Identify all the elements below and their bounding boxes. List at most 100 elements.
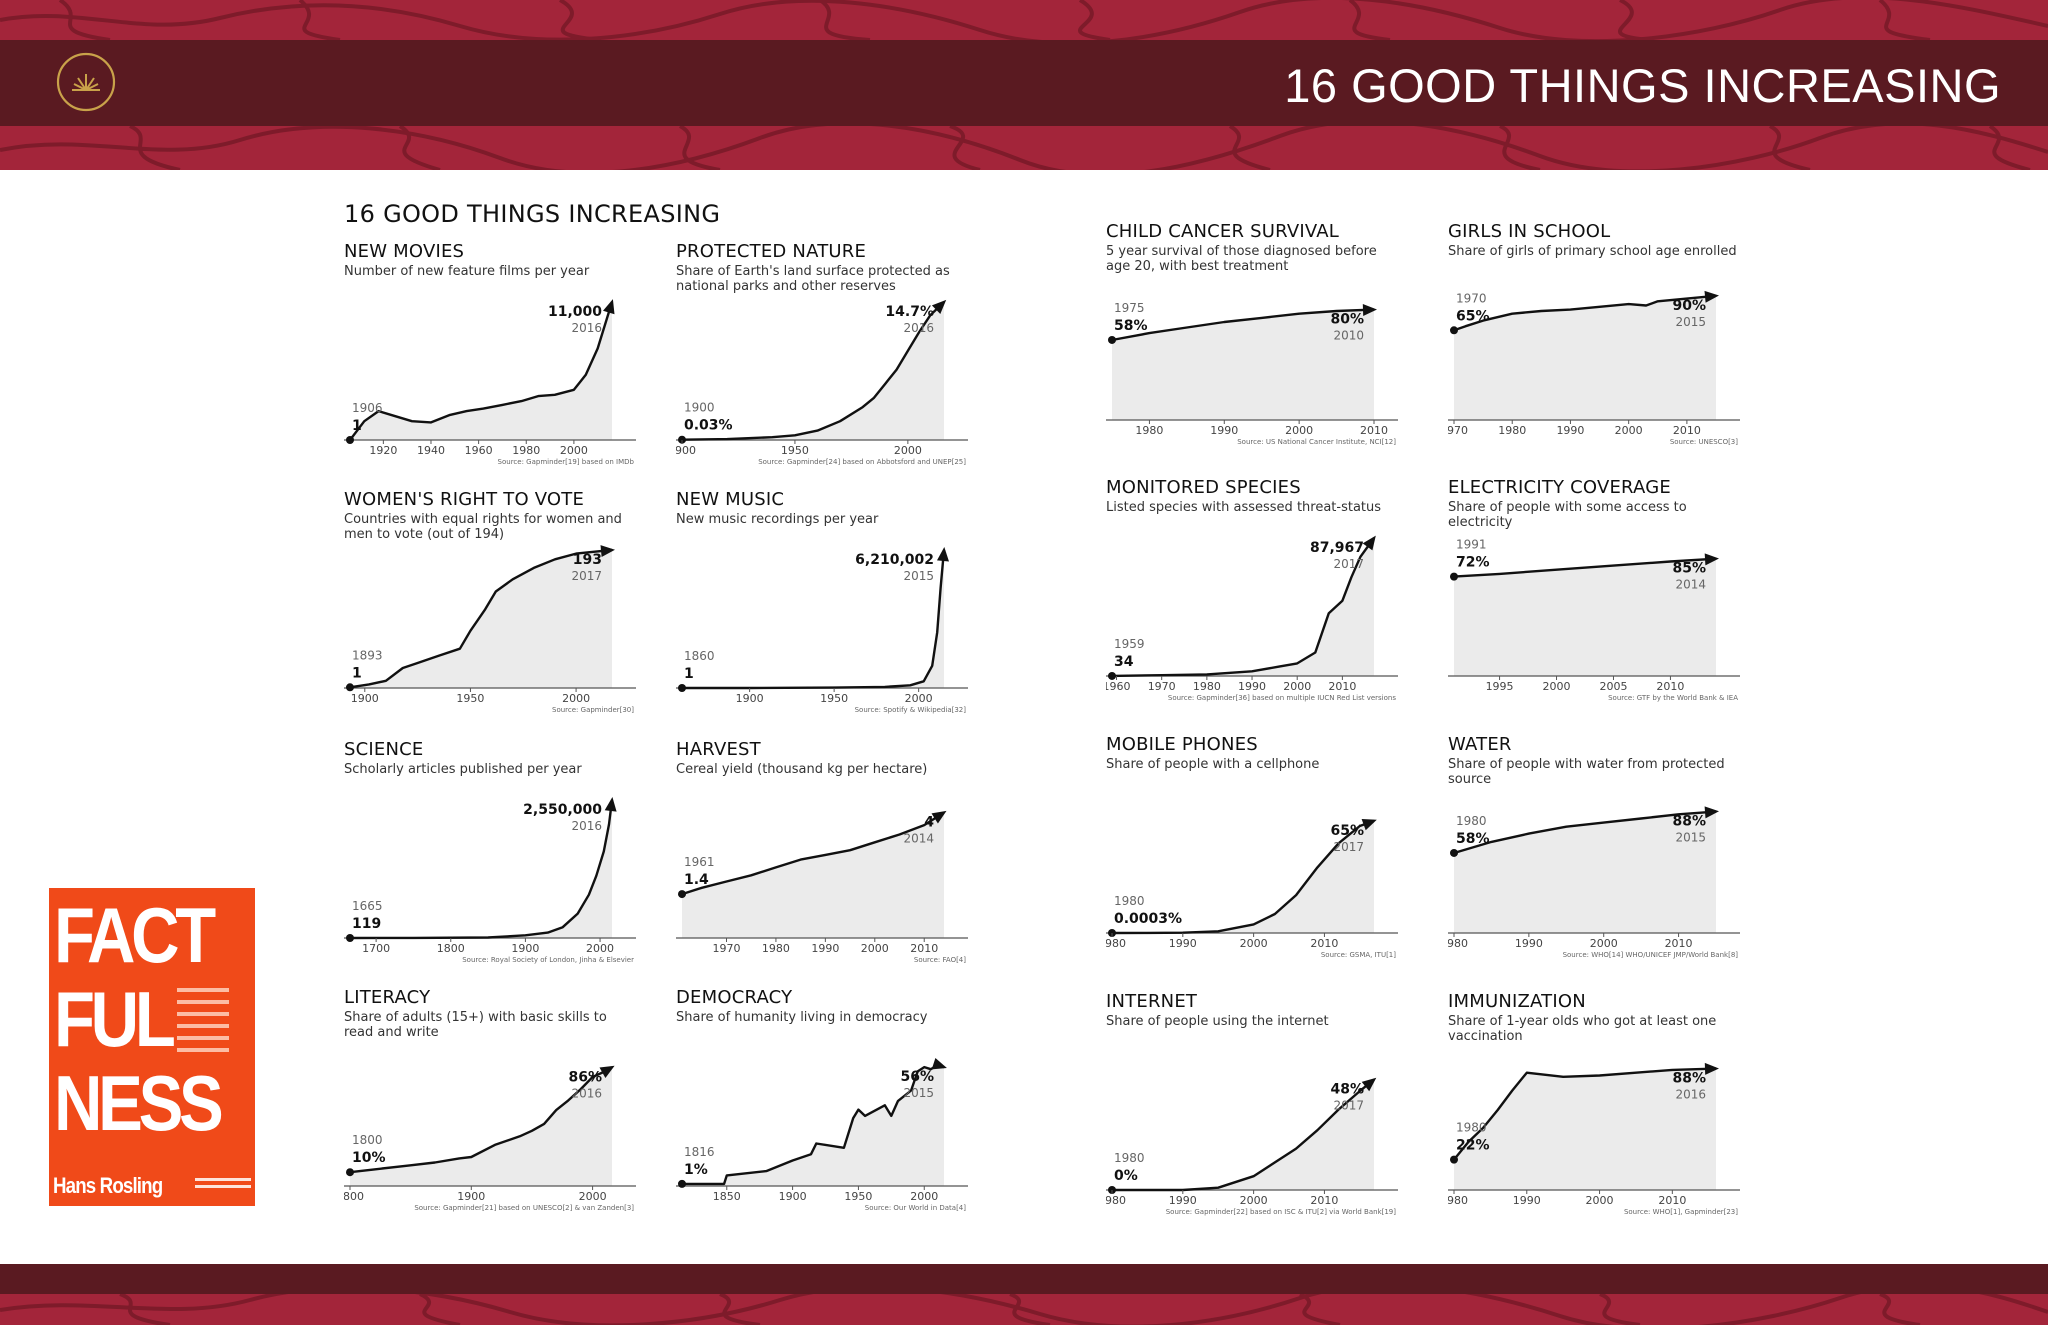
- start-value-label: 65%: [1456, 308, 1490, 324]
- end-year-label: 2017: [571, 569, 602, 583]
- end-value-label: 85%: [1672, 561, 1706, 577]
- start-point: [346, 1168, 354, 1177]
- start-point: [678, 890, 686, 899]
- tick-label: 1980: [1135, 424, 1163, 437]
- chart-source: Source: UNESCO[3]: [1670, 438, 1738, 446]
- end-year-label: 2016: [571, 819, 602, 833]
- start-year-label: 1961: [684, 855, 715, 869]
- start-year-label: 1991: [1456, 538, 1487, 552]
- chart-source: Source: Gapminder[22] based on ISC & ITU…: [1166, 1208, 1397, 1216]
- chart-source: Source: WHO[14] WHO/UNICEF JMP/World Ban…: [1563, 951, 1739, 959]
- area-fill: [682, 812, 944, 938]
- chart-electricity-coverage: ELECTRICITY COVERAGE Share of people with…: [1448, 478, 1748, 708]
- start-value-label: 10%: [352, 1150, 386, 1166]
- chart-harvest: HARVEST Cereal yield (thousand kg per hec…: [676, 740, 976, 970]
- chart-title: WOMEN'S RIGHT TO VOTE: [344, 489, 585, 510]
- start-value-label: 1%: [684, 1162, 708, 1178]
- end-year-label: 2017: [1333, 840, 1364, 854]
- tick-label: 1960: [465, 444, 493, 457]
- tick-label: 1950: [456, 692, 484, 705]
- chart-source: Source: Our World in Data[4]: [865, 1204, 966, 1212]
- end-value-label: 80%: [1330, 312, 1364, 328]
- tick-label: 1800: [437, 942, 465, 955]
- chart-subtitle: Countries with equal rights for women an…: [344, 512, 622, 542]
- end-value-label: 11,000: [548, 304, 602, 320]
- end-arrow: [931, 299, 947, 314]
- tick-label: 1990: [1513, 1194, 1541, 1207]
- series-line: [681, 811, 945, 896]
- tick-label: 1900: [457, 1190, 485, 1203]
- tick-label: 1960: [1106, 680, 1131, 693]
- start-value-label: 34: [1114, 654, 1134, 670]
- end-arrow: [931, 1058, 947, 1070]
- end-arrow: [1704, 553, 1719, 566]
- series-line: [1453, 1067, 1717, 1161]
- start-value-label: 119: [352, 916, 381, 932]
- chart-title: MONITORED SPECIES: [1106, 477, 1301, 498]
- start-value-label: 58%: [1456, 831, 1490, 847]
- chart-science: SCIENCE Scholarly articles published per …: [344, 740, 644, 970]
- chart-source: Source: Gapminder[21] based on UNESCO[2]…: [414, 1204, 634, 1212]
- end-year-label: 2016: [571, 321, 602, 335]
- chart-subtitle: Share of adults (15+) with basic skills …: [344, 1010, 607, 1040]
- tick-label: 2010: [1310, 937, 1338, 950]
- chart-water: WATER Share of people with water from pro…: [1448, 735, 1748, 965]
- chart-subtitle: Share of humanity living in democracy: [676, 1010, 928, 1025]
- end-value-label: 88%: [1672, 814, 1706, 830]
- end-arrow: [604, 797, 617, 812]
- chart-source: Source: WHO[1], Gapminder[23]: [1624, 1208, 1738, 1216]
- tick-label: 2000: [560, 444, 588, 457]
- area-fill: [1112, 820, 1374, 933]
- tick-label: 1980: [1193, 680, 1221, 693]
- chart-subtitle: Share of people with water from protecte…: [1448, 757, 1725, 787]
- chart-title: GIRLS IN SCHOOL: [1448, 221, 1611, 242]
- series-line: [681, 301, 945, 441]
- area-fill: [1454, 811, 1716, 933]
- tick-label: 1900: [736, 692, 764, 705]
- chart-title: INTERNET: [1106, 991, 1198, 1012]
- end-arrow: [603, 299, 615, 315]
- chart-title: HARVEST: [676, 739, 761, 760]
- chart-title: PROTECTED NATURE: [676, 241, 867, 262]
- tick-label: 1950: [820, 692, 848, 705]
- end-year-label: 2016: [571, 1086, 602, 1100]
- tick-label: 2010: [1673, 424, 1701, 437]
- tick-label: 2000: [586, 942, 614, 955]
- chart-new-music: NEW MUSIC New music recordings per year 19…: [676, 490, 976, 720]
- end-year-label: 2015: [1675, 831, 1706, 845]
- chart-subtitle: New music recordings per year: [676, 512, 879, 527]
- series-line: [349, 548, 613, 689]
- chart-girls-in-school: GIRLS IN SCHOOL Share of girls of primary…: [1448, 222, 1748, 452]
- area-fill: [1454, 295, 1716, 420]
- tick-label: 1980: [1448, 1194, 1468, 1207]
- start-point: [1108, 671, 1116, 680]
- series-line: [682, 1063, 945, 1186]
- chart-democracy: DEMOCRACY Share of humanity living in dem…: [676, 988, 976, 1218]
- chart-mobile-phones: MOBILE PHONES Share of people with a cell…: [1106, 735, 1406, 965]
- chart-subtitle: Share of people with a cellphone: [1106, 757, 1320, 772]
- chart-source: Source: Gapminder[19] based on IMDb: [498, 458, 635, 466]
- end-year-label: 2015: [903, 569, 934, 583]
- start-year-label: 1980: [1456, 1121, 1487, 1135]
- tick-label: 2000: [1240, 1194, 1268, 1207]
- tick-label: 2000: [894, 444, 922, 457]
- area-fill: [1454, 1068, 1716, 1190]
- chart-title: ELECTRICITY COVERAGE: [1448, 477, 1671, 498]
- end-arrow: [1704, 1062, 1719, 1075]
- tick-label: 1800: [344, 1190, 364, 1203]
- start-point: [1450, 326, 1458, 335]
- end-year-label: 2015: [903, 1086, 934, 1100]
- tick-label: 1850: [713, 1190, 741, 1203]
- start-point: [346, 933, 354, 942]
- start-year-label: 1959: [1114, 637, 1145, 651]
- chart-protected-nature: PROTECTED NATURE Share of Earth's land su…: [676, 242, 976, 472]
- end-arrow: [937, 547, 949, 562]
- end-arrow: [1704, 290, 1719, 303]
- end-value-label: 193: [573, 552, 602, 568]
- tick-label: 1920: [369, 444, 397, 457]
- tick-label: 1990: [1556, 424, 1584, 437]
